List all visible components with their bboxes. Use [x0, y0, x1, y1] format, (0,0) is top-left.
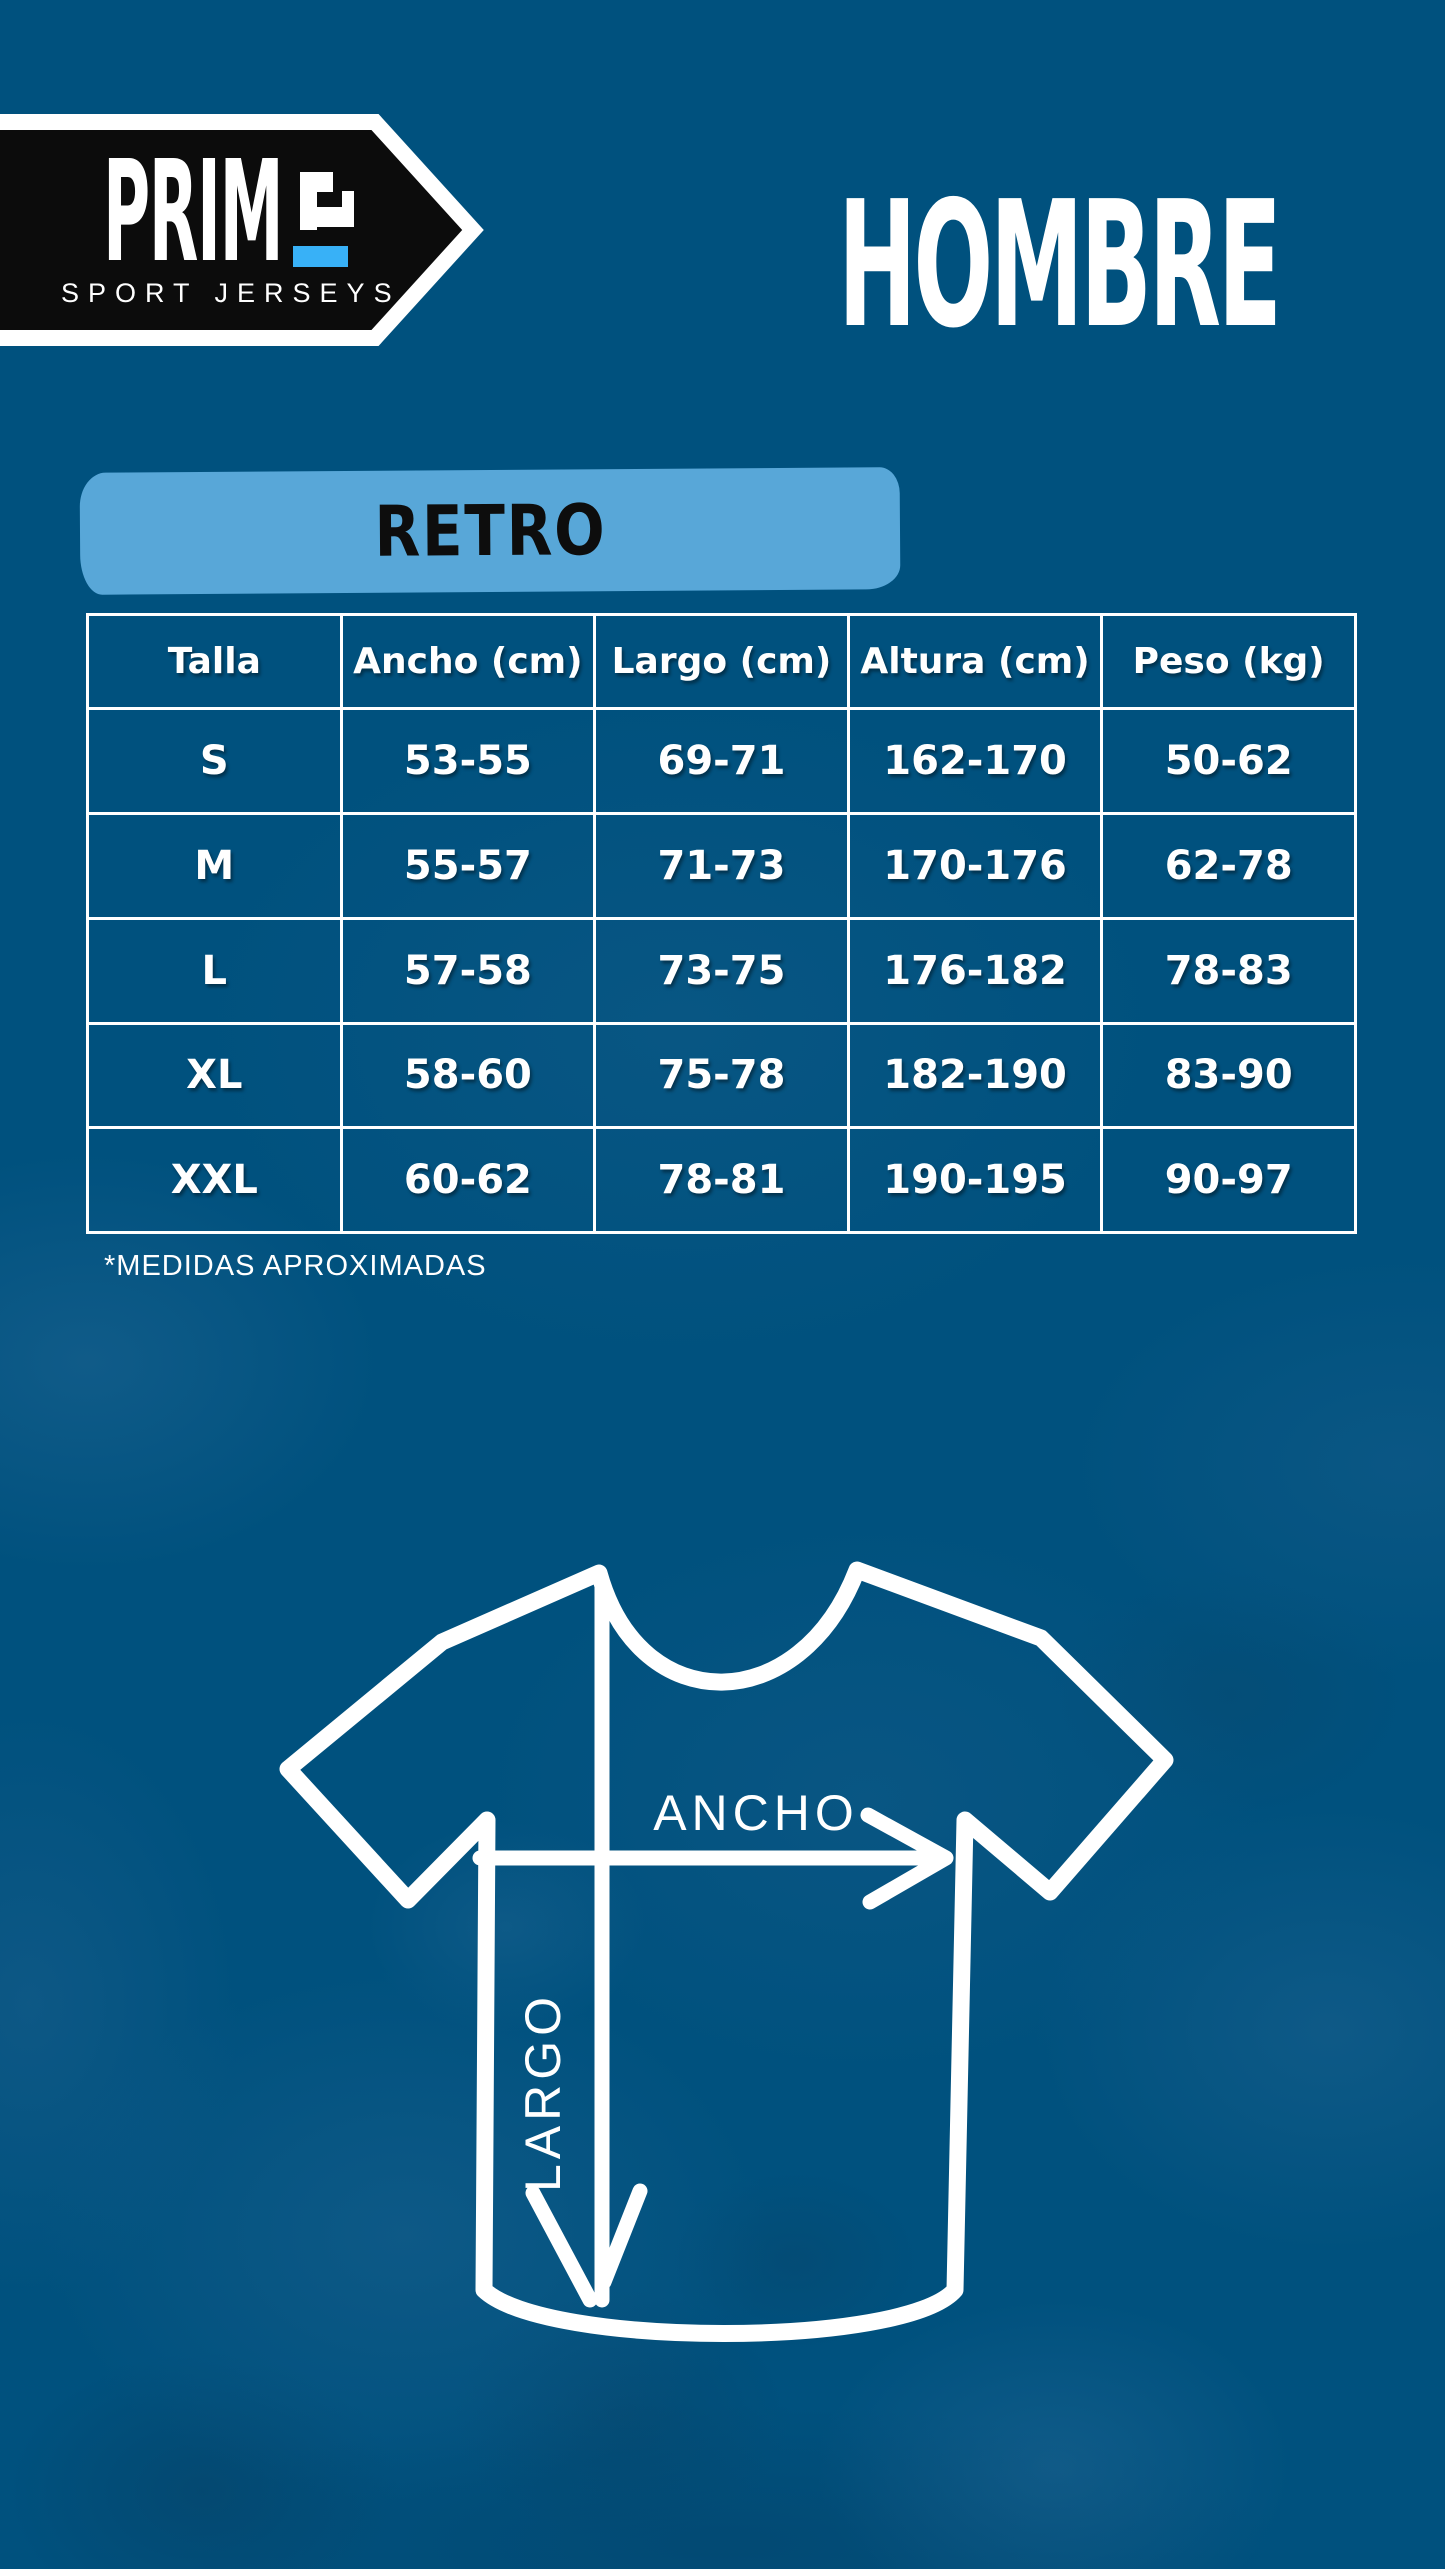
column-header-largo: Largo (cm)	[593, 612, 850, 711]
cell-altura: 162-170	[846, 707, 1104, 816]
cell-peso: 83-90	[1100, 1021, 1357, 1130]
cell-ancho: 57-58	[339, 916, 597, 1025]
prime-logo-e-icon	[293, 171, 354, 275]
cell-altura: 190-195	[846, 1126, 1104, 1234]
cell-size: XXL	[86, 1126, 343, 1234]
brand-logo: PRIM SPORT JERSEYS	[0, 0, 560, 380]
cell-peso: 62-78	[1100, 812, 1357, 920]
largo-arrow-head	[525, 2183, 648, 2308]
tshirt-outline-icon	[279, 1561, 1174, 2342]
cell-altura: 170-176	[846, 812, 1104, 920]
size-table-header-row: Talla Ancho (cm) Largo (cm) Altura (cm) …	[86, 612, 1357, 711]
table-row-xl: XL 58-60 75-78 182-190 83-90	[86, 1021, 1357, 1130]
table-row-m: M 55-57 71-73 170-176 62-78	[86, 812, 1357, 920]
cell-largo: 71-73	[593, 812, 850, 920]
measurements-footnote: *MEDIDAS APROXIMADAS	[104, 1250, 487, 1282]
cell-ancho: 60-62	[339, 1126, 597, 1234]
cell-ancho: 53-55	[339, 707, 597, 816]
cell-largo: 69-71	[593, 707, 850, 816]
category-banner: RETRO	[79, 467, 901, 595]
cell-peso: 50-62	[1100, 707, 1357, 816]
category-banner-label: RETRO	[373, 489, 607, 573]
column-header-talla: Talla	[86, 612, 343, 711]
cell-size: M	[86, 812, 343, 920]
brand-tagline: SPORT JERSEYS	[61, 278, 401, 308]
column-header-ancho: Ancho (cm)	[339, 612, 597, 711]
size-table: Talla Ancho (cm) Largo (cm) Altura (cm) …	[86, 612, 1357, 1234]
page-title: HOMBRE	[838, 164, 1282, 367]
cell-altura: 176-182	[846, 916, 1104, 1025]
cell-size: S	[86, 707, 343, 816]
cell-size: L	[86, 916, 343, 1025]
cell-ancho: 55-57	[339, 812, 597, 920]
e-accent-underline	[293, 246, 348, 267]
table-row-xxl: XXL 60-62 78-81 190-195 90-97	[86, 1126, 1357, 1234]
tshirt-measurement-diagram: ANCHO LARGO	[279, 1561, 1174, 2342]
ancho-label: ANCHO	[653, 1785, 859, 1841]
column-header-altura: Altura (cm)	[846, 612, 1104, 711]
cell-size: XL	[86, 1021, 343, 1130]
e-middle-bar	[317, 207, 354, 227]
cell-largo: 73-75	[593, 916, 850, 1025]
cell-ancho: 58-60	[339, 1021, 597, 1130]
table-row-l: L 57-58 73-75 176-182 78-83	[86, 916, 1357, 1025]
column-header-peso: Peso (kg)	[1100, 612, 1357, 711]
table-row-s: S 53-55 69-71 162-170 50-62	[86, 707, 1357, 816]
cell-altura: 182-190	[846, 1021, 1104, 1130]
largo-label: LARGO	[515, 1992, 571, 2192]
cell-peso: 78-83	[1100, 916, 1357, 1025]
e-top-bar	[300, 172, 333, 192]
brand-wordmark: PRIM	[103, 131, 284, 294]
cell-peso: 90-97	[1100, 1126, 1357, 1234]
logo-arrow-banner-icon	[0, 114, 484, 346]
cell-largo: 78-81	[593, 1126, 850, 1234]
ancho-arrow-head	[860, 1807, 954, 1910]
cell-largo: 75-78	[593, 1021, 850, 1130]
